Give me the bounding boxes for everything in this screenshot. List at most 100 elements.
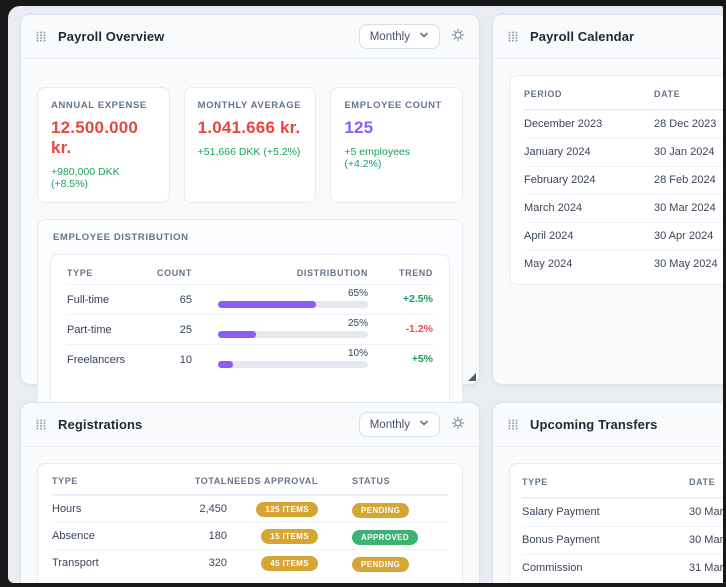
settings-button[interactable] xyxy=(451,28,465,45)
count-cell: 65 xyxy=(132,294,192,308)
gear-icon xyxy=(451,28,465,45)
panel-title: Registrations xyxy=(58,417,142,432)
type-cell: Freelancers xyxy=(67,354,132,368)
percent-label: 25% xyxy=(218,318,368,329)
gear-icon xyxy=(451,416,465,433)
items-badge: 15 ITEMS xyxy=(261,529,318,544)
distribution-table: TYPE COUNT DISTRIBUTION TREND Full-time … xyxy=(50,254,450,419)
status-badge: PENDING xyxy=(352,557,409,572)
column-header-distribution: DISTRIBUTION xyxy=(218,268,368,278)
stats-row: ANNUAL EXPENSE 12.500.000 kr. +980,000 D… xyxy=(37,87,463,203)
period-cell: January 2024 xyxy=(524,146,654,158)
column-header-type: TYPE xyxy=(67,268,132,278)
calendar-table-header: PERIOD DATE xyxy=(524,78,723,110)
distribution-table-header: TYPE COUNT DISTRIBUTION TREND xyxy=(67,261,433,284)
table-row: Freelancers 10 10% +5% xyxy=(67,344,433,374)
column-header-total: TOTAL xyxy=(147,476,227,486)
table-row: February 2024 28 Feb 2024 xyxy=(524,166,723,194)
period-cell: March 2024 xyxy=(524,202,654,214)
items-badge: 45 ITEMS xyxy=(261,556,318,571)
upcoming-transfers-header: Upcoming Transfers xyxy=(493,403,723,447)
status-badge: APPROVED xyxy=(352,530,418,545)
calendar-table: PERIOD DATE December 2023 28 Dec 2023 Ja… xyxy=(509,75,723,285)
registrations-table-header: TYPE TOTAL NEEDS APPROVAL STATUS xyxy=(52,466,448,495)
column-header-type: TYPE xyxy=(52,476,147,486)
employee-distribution-section: EMPLOYEE DISTRIBUTION TYPE COUNT DISTRIB… xyxy=(37,219,463,432)
dashboard-page: Payroll Overview Monthly ANNUAL E xyxy=(8,6,723,583)
table-row: March 2024 30 Mar 2024 xyxy=(524,194,723,222)
type-cell: Part-time xyxy=(67,324,132,338)
distribution-bar-track xyxy=(218,361,368,368)
payroll-overview-header: Payroll Overview Monthly xyxy=(21,15,479,59)
distribution-cell: 65% xyxy=(218,288,368,308)
period-cell: December 2023 xyxy=(524,118,654,130)
payroll-overview-panel: Payroll Overview Monthly ANNUAL E xyxy=(20,14,480,385)
type-cell: Transport xyxy=(52,557,147,569)
payroll-overview-body: ANNUAL EXPENSE 12.500.000 kr. +980,000 D… xyxy=(21,59,479,448)
section-label: EMPLOYEE DISTRIBUTION xyxy=(50,232,450,243)
payroll-calendar-body: PERIOD DATE December 2023 28 Dec 2023 Ja… xyxy=(493,59,723,301)
distribution-bar-fill xyxy=(218,361,233,368)
distribution-bar-track xyxy=(218,301,368,308)
count-cell: 10 xyxy=(132,354,192,368)
payroll-calendar-panel: Payroll Calendar PERIOD DATE December 20… xyxy=(492,14,723,385)
registrations-table: TYPE TOTAL NEEDS APPROVAL STATUS Hours 2… xyxy=(37,463,463,583)
items-badge: 125 ITEMS xyxy=(256,502,318,517)
stat-card-monthly-average: MONTHLY AVERAGE 1.041.666 kr. +51,666 DK… xyxy=(184,87,317,203)
date-cell: 30 Mar xyxy=(689,534,723,546)
stat-label: ANNUAL EXPENSE xyxy=(51,100,156,111)
column-header-type: TYPE xyxy=(522,477,689,487)
status-badge: PENDING xyxy=(352,503,409,518)
table-row: January 2024 30 Jan 2024 xyxy=(524,138,723,166)
period-select[interactable]: Monthly xyxy=(359,412,440,437)
date-cell: 30 Mar xyxy=(689,506,723,518)
distribution-bar-track xyxy=(218,331,368,338)
stat-change: +980,000 DKK (+8.5%) xyxy=(51,166,156,190)
date-cell: 30 May 2024 xyxy=(654,258,723,270)
trend-cell: -1.2% xyxy=(368,323,433,338)
type-cell: Bonus Payment xyxy=(522,534,689,546)
table-row: Hours 2,450 125 ITEMS PENDING xyxy=(52,495,448,522)
stat-card-annual-expense: ANNUAL EXPENSE 12.500.000 kr. +980,000 D… xyxy=(37,87,170,203)
table-row: April 2024 30 Apr 2024 xyxy=(524,222,723,250)
period-select[interactable]: Monthly xyxy=(359,24,440,49)
table-row: Absence 180 15 ITEMS APPROVED xyxy=(52,522,448,549)
date-cell: 28 Dec 2023 xyxy=(654,118,723,130)
distribution-cell: 10% xyxy=(218,348,368,368)
drag-handle-icon[interactable] xyxy=(507,418,519,431)
total-cell: 180 xyxy=(147,530,227,542)
period-select-value: Monthly xyxy=(370,31,410,43)
stat-card-employee-count: EMPLOYEE COUNT 125 +5 employees (+4.2%) xyxy=(330,87,463,203)
drag-handle-icon[interactable] xyxy=(507,30,519,43)
stat-change: +5 employees (+4.2%) xyxy=(344,146,449,170)
column-header-date: DATE xyxy=(689,477,723,487)
drag-handle-icon[interactable] xyxy=(35,30,47,43)
chevron-down-icon xyxy=(419,30,429,43)
panel-resize-handle[interactable] xyxy=(468,373,476,381)
table-row: Full-time 65 65% +2.5% xyxy=(67,284,433,314)
period-select-value: Monthly xyxy=(370,419,410,431)
panel-title: Payroll Overview xyxy=(58,29,164,44)
trend-cell: +2.5% xyxy=(368,293,433,308)
registrations-header: Registrations Monthly xyxy=(21,403,479,447)
percent-label: 65% xyxy=(218,288,368,299)
needs-approval-cell: 125 ITEMS xyxy=(227,502,334,517)
table-row: Bonus Payment 30 Mar xyxy=(522,526,723,554)
table-row: Expense Reimbursement 1 Apr xyxy=(522,582,723,583)
settings-button[interactable] xyxy=(451,416,465,433)
column-header-trend: TREND xyxy=(368,268,433,278)
panel-title: Payroll Calendar xyxy=(530,29,634,44)
chevron-down-icon xyxy=(419,418,429,431)
trend-cell: +5% xyxy=(368,353,433,368)
column-header-status: STATUS xyxy=(352,476,448,486)
transfers-table-header: TYPE DATE xyxy=(522,466,723,498)
table-row: Part-time 25 25% -1.2% xyxy=(67,314,433,344)
needs-approval-cell: 15 ITEMS xyxy=(227,529,334,544)
upcoming-transfers-body: TYPE DATE Salary Payment 30 Mar Bonus Pa… xyxy=(493,447,723,583)
drag-handle-icon[interactable] xyxy=(35,418,47,431)
needs-approval-cell: 45 ITEMS xyxy=(227,556,334,571)
period-cell: February 2024 xyxy=(524,174,654,186)
panel-title: Upcoming Transfers xyxy=(530,417,658,432)
upcoming-transfers-panel: Upcoming Transfers TYPE DATE Salary Paym… xyxy=(492,402,723,583)
date-cell: 30 Mar 2024 xyxy=(654,202,723,214)
